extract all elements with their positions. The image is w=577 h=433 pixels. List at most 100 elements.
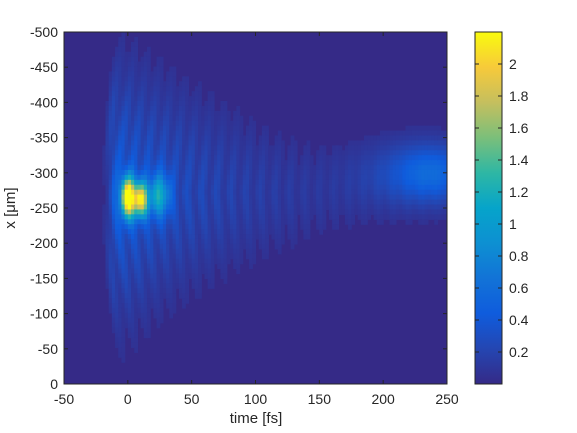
heatmap-cell (204, 189, 209, 196)
heatmap-cell (274, 209, 279, 215)
heatmap-cell (303, 209, 308, 215)
heatmap-cell (150, 234, 154, 240)
heatmap-cell (153, 298, 158, 304)
heatmap-cell (162, 224, 167, 230)
heatmap-cell (370, 155, 375, 161)
heatmap-cell (399, 174, 403, 181)
heatmap-cell (207, 238, 212, 245)
heatmap-cell (182, 96, 186, 102)
heatmap-cell (178, 115, 183, 122)
heatmap-cell (175, 125, 180, 132)
heatmap-cell (392, 150, 397, 156)
heatmap-cell (405, 199, 410, 206)
heatmap-cell (367, 184, 371, 191)
heatmap-cell (146, 234, 151, 240)
heatmap-cell (351, 140, 356, 146)
heatmap-cell (169, 229, 174, 235)
heatmap-cell (210, 253, 215, 260)
heatmap-cell (134, 327, 139, 334)
heatmap-cell (207, 229, 212, 235)
heatmap-cell (351, 160, 356, 166)
heatmap-cell (271, 219, 276, 225)
heatmap-cell (169, 253, 174, 260)
heatmap-cell (108, 234, 113, 240)
heatmap-cell (335, 165, 340, 171)
heatmap-cell (226, 243, 231, 250)
heatmap-cell (443, 189, 447, 196)
heatmap-cell (140, 169, 145, 176)
heatmap-cell (427, 209, 432, 215)
heatmap-cell (105, 120, 110, 127)
heatmap-cell (140, 76, 145, 82)
heatmap-cell (360, 194, 365, 201)
heatmap-cell (373, 140, 378, 146)
heatmap-cell (386, 165, 391, 171)
heatmap-cell (408, 160, 413, 166)
heatmap-cell (348, 145, 352, 151)
heatmap-cell (427, 189, 432, 196)
heatmap-cell (421, 194, 426, 201)
heatmap-cell (277, 209, 282, 215)
heatmap-cell (402, 155, 407, 161)
heatmap-cell (198, 86, 202, 92)
heatmap-cell (185, 298, 190, 304)
heatmap-cell (134, 268, 139, 275)
heatmap-cell (223, 229, 228, 235)
heatmap-cell (146, 71, 151, 77)
heatmap-cell (121, 110, 126, 117)
heatmap-cell (351, 194, 356, 201)
colorbar-gradient (475, 32, 502, 384)
heatmap-cell (153, 288, 158, 294)
heatmap-cell (143, 332, 148, 339)
heatmap-cell (115, 46, 119, 53)
heatmap-cell (140, 115, 145, 122)
heatmap-cell (137, 81, 142, 87)
heatmap-cell (169, 169, 174, 176)
heatmap-cell (108, 81, 113, 87)
heatmap-cell (127, 76, 132, 82)
heatmap-cell (198, 120, 202, 127)
heatmap-cell (265, 169, 269, 176)
heatmap-cell (159, 165, 164, 171)
heatmap-cell (121, 125, 126, 132)
heatmap-cell (431, 174, 435, 181)
heatmap-cell (153, 125, 158, 132)
heatmap-cell (233, 234, 237, 240)
heatmap-cell (207, 268, 212, 275)
heatmap-cell (127, 145, 132, 151)
heatmap-cell (191, 263, 196, 270)
heatmap-cell (194, 258, 199, 265)
heatmap-cell (156, 174, 161, 181)
heatmap-cell (319, 169, 324, 176)
heatmap-cell (137, 120, 142, 127)
heatmap-cell (166, 268, 170, 275)
heatmap-cell (137, 61, 142, 68)
heatmap-cell (191, 105, 196, 112)
heatmap-cell (415, 135, 419, 142)
heatmap-cell (111, 317, 116, 324)
heatmap-cell (146, 140, 151, 146)
heatmap-cell (156, 204, 161, 211)
heatmap-cell (236, 189, 241, 196)
heatmap-cell (201, 253, 206, 260)
heatmap-cell (159, 253, 164, 260)
heatmap-cell (354, 160, 359, 166)
y-tick-label: -150 (30, 270, 58, 286)
heatmap-cell (146, 312, 151, 319)
heatmap-cell (131, 169, 135, 176)
heatmap-cell (134, 298, 139, 304)
heatmap-cell (143, 125, 148, 132)
heatmap-cell (102, 234, 107, 240)
heatmap-cell (134, 337, 139, 344)
x-tick-label: 200 (371, 391, 395, 407)
heatmap-cell (335, 184, 340, 191)
heatmap-cell (127, 174, 132, 181)
heatmap-cell (204, 273, 209, 279)
heatmap-cell (143, 298, 148, 304)
heatmap-cell (105, 115, 110, 122)
heatmap-cell (399, 145, 403, 151)
heatmap-cell (134, 135, 139, 142)
heatmap-cell (319, 194, 324, 201)
heatmap-cell (111, 307, 116, 314)
heatmap-cell (146, 238, 151, 245)
